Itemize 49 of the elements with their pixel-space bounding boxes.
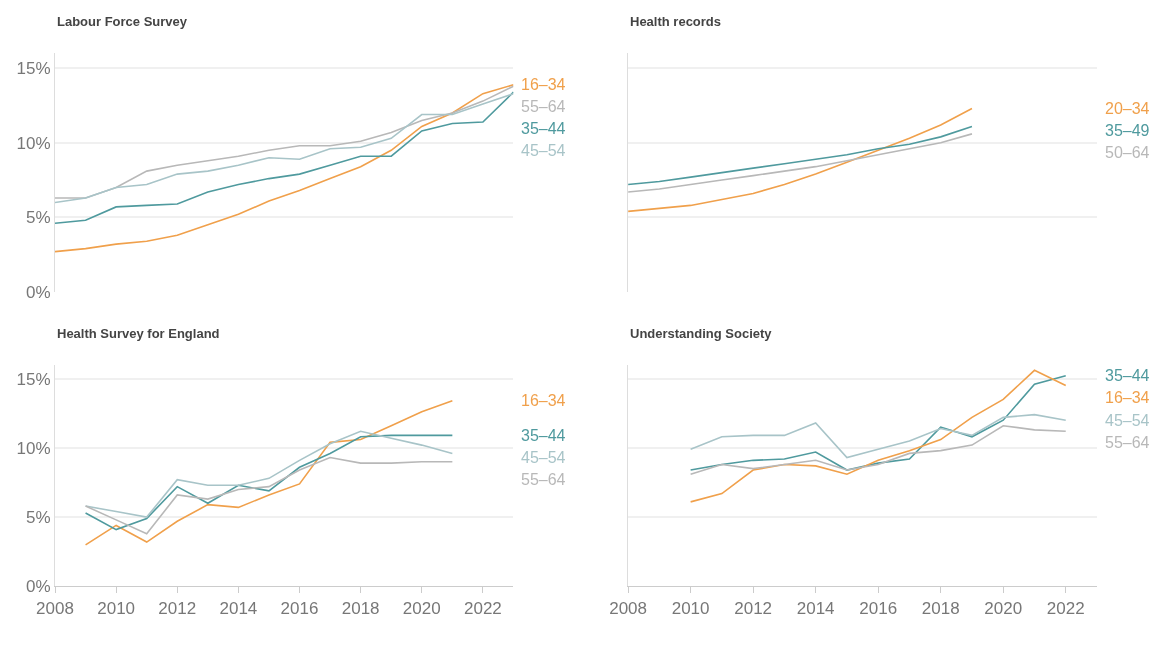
x-tick-label: 2016: [859, 598, 898, 618]
y-tick-label: 5%: [26, 508, 51, 528]
x-tick-label: 2014: [796, 598, 835, 618]
chart-title: Health records: [630, 14, 722, 29]
text: 16–34: [521, 392, 566, 409]
y-tick-label: 15%: [16, 369, 51, 389]
x-tick-label: 2020: [984, 598, 1023, 618]
x-tick-label: 2008: [36, 598, 74, 618]
y-tick-label: 0%: [26, 577, 51, 597]
x-tick-label: 2018: [921, 598, 960, 618]
line-series: [55, 83, 514, 253]
x-tick-label: 2012: [734, 598, 773, 618]
text: 55–64: [1105, 434, 1150, 451]
text: 45–54: [521, 449, 566, 466]
y-tick-label: 10%: [16, 438, 51, 458]
line-series: [84, 434, 454, 531]
x-tick-label: 2022: [1046, 598, 1085, 618]
text: 55–64: [521, 471, 566, 488]
series-label: 16–34: [521, 76, 566, 93]
x-tick-label: 2008: [609, 598, 648, 618]
x-tick-label: 2012: [158, 598, 197, 618]
line-series: [84, 430, 454, 518]
line-series: [55, 91, 514, 225]
y-tick-label: 5%: [26, 208, 51, 228]
text: 50–64: [1105, 144, 1150, 161]
x-tick-label: 2016: [280, 598, 319, 618]
chart-title: Health Survey for England: [57, 326, 220, 341]
x-tick-label: 2018: [341, 598, 380, 618]
chart-title: Labour Force Survey: [57, 14, 188, 29]
text: 35–49: [1105, 122, 1150, 139]
text: 16–34: [1105, 389, 1150, 406]
y-tick-label: 0%: [26, 282, 51, 302]
x-tick-label: 2010: [671, 598, 710, 618]
x-tick-label: 2020: [402, 598, 441, 618]
x-tick-label: 2010: [97, 598, 136, 618]
line-series: [84, 456, 454, 535]
x-tick-label: 2014: [219, 598, 258, 618]
line-series: [84, 399, 454, 546]
text: 45–54: [1105, 412, 1150, 429]
y-tick-label: 10%: [16, 133, 51, 153]
chart-title: Understanding Society: [630, 326, 773, 341]
text: 20–34: [1105, 100, 1150, 117]
y-tick-label: 15%: [16, 59, 51, 79]
text: 35–44: [521, 427, 566, 444]
series-label: 55–64: [521, 98, 566, 115]
series-label: 35–44: [521, 120, 566, 137]
text: 45–54: [521, 142, 566, 159]
text: 35–44: [1105, 367, 1150, 384]
x-tick-label: 2022: [464, 598, 502, 618]
